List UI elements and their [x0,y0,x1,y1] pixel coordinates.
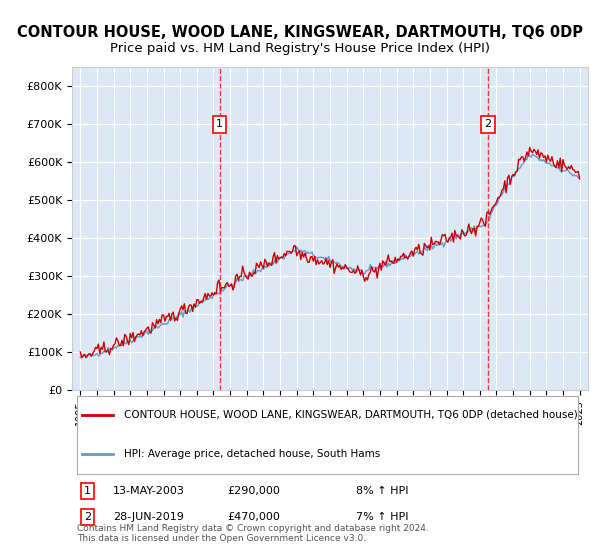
Text: 2: 2 [84,512,91,522]
Text: 8% ↑ HPI: 8% ↑ HPI [356,486,409,496]
Text: 1: 1 [84,486,91,496]
Text: 1: 1 [216,119,223,129]
Text: 13-MAY-2003: 13-MAY-2003 [113,486,185,496]
Text: £470,000: £470,000 [227,512,280,522]
Text: HPI: Average price, detached house, South Hams: HPI: Average price, detached house, Sout… [124,449,380,459]
Text: Contains HM Land Registry data © Crown copyright and database right 2024.
This d: Contains HM Land Registry data © Crown c… [77,524,429,543]
Text: CONTOUR HOUSE, WOOD LANE, KINGSWEAR, DARTMOUTH, TQ6 0DP: CONTOUR HOUSE, WOOD LANE, KINGSWEAR, DAR… [17,25,583,40]
Text: 28-JUN-2019: 28-JUN-2019 [113,512,184,522]
Text: £290,000: £290,000 [227,486,280,496]
FancyBboxPatch shape [77,396,578,474]
Text: 2: 2 [484,119,491,129]
Text: CONTOUR HOUSE, WOOD LANE, KINGSWEAR, DARTMOUTH, TQ6 0DP (detached house): CONTOUR HOUSE, WOOD LANE, KINGSWEAR, DAR… [124,410,577,420]
Text: 7% ↑ HPI: 7% ↑ HPI [356,512,409,522]
Text: Price paid vs. HM Land Registry's House Price Index (HPI): Price paid vs. HM Land Registry's House … [110,42,490,55]
